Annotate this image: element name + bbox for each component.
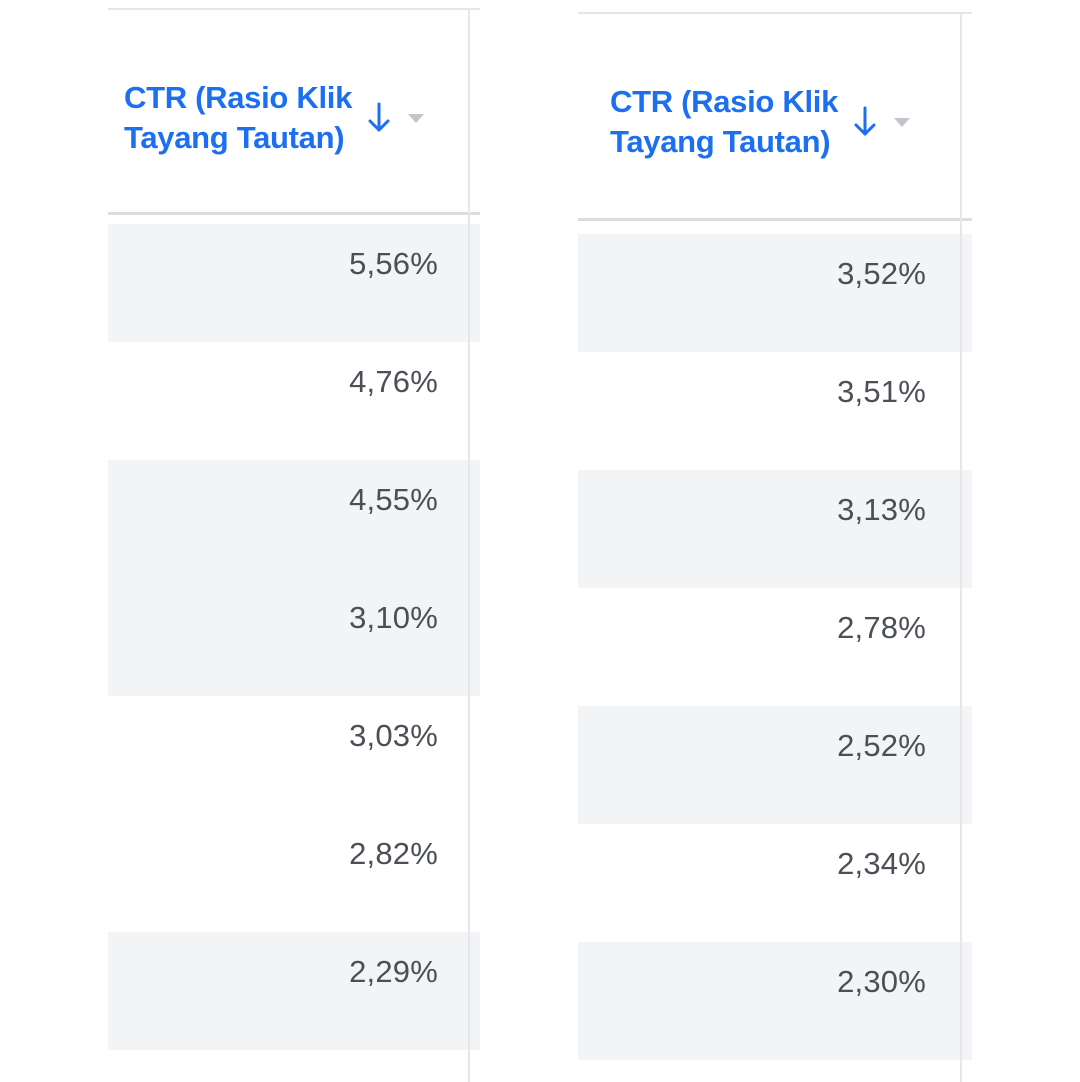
table-row: 4,55% <box>108 460 480 578</box>
table-row: 4,76% <box>108 342 480 460</box>
table-row: 3,10% <box>108 578 480 696</box>
ctr-value-cell: 2,30% <box>837 964 926 999</box>
ctr-value-cell: 3,03% <box>349 718 438 753</box>
table-row: 2,52% <box>578 706 972 824</box>
table-row: 2,29% <box>108 932 480 1050</box>
table-row: 3,13% <box>578 470 972 588</box>
caret-down-icon[interactable] <box>408 113 425 123</box>
column-divider <box>468 10 470 1082</box>
column-title-line-2: Tayang Tautan) <box>124 120 345 155</box>
table-row: 2,78% <box>578 588 972 706</box>
table-row: 5,56% <box>108 224 480 342</box>
ctr-value-cell: 4,76% <box>349 364 438 399</box>
ctr-value-cell: 3,52% <box>837 256 926 291</box>
ctr-value-cell: 4,55% <box>349 482 438 517</box>
arrow-down-icon[interactable] <box>852 105 878 139</box>
table-body: 5,56% 4,76% 4,55% 3,10% 3,03% 2,82% 2,29… <box>108 224 480 1050</box>
column-title-line-1: CTR (Rasio Klik <box>124 80 353 115</box>
ctr-value-cell: 3,51% <box>837 374 926 409</box>
ctr-value-cell: 2,29% <box>349 954 438 989</box>
ctr-table-left: CTR (Rasio Klik Tayang Tautan) 5,56% 4,7… <box>108 8 480 1082</box>
ctr-value-cell: 2,34% <box>837 846 926 881</box>
column-divider <box>960 14 962 1082</box>
column-title-line-1: CTR (Rasio Klik <box>610 84 839 119</box>
table-row: 2,34% <box>578 824 972 942</box>
column-title-line-2: Tayang Tautan) <box>610 124 831 159</box>
ctr-value-cell: 3,13% <box>837 492 926 527</box>
table-row: 3,03% <box>108 696 480 814</box>
table-row: 3,51% <box>578 352 972 470</box>
column-title[interactable]: CTR (Rasio Klik Tayang Tautan) <box>124 78 352 158</box>
table-row: 2,82% <box>108 814 480 932</box>
ctr-table-right: CTR (Rasio Klik Tayang Tautan) 3,52% 3,5… <box>578 12 972 1082</box>
caret-down-icon[interactable] <box>894 117 911 127</box>
ctr-value-cell: 5,56% <box>349 246 438 281</box>
column-header[interactable]: CTR (Rasio Klik Tayang Tautan) <box>578 14 972 221</box>
ctr-value-cell: 2,78% <box>837 610 926 645</box>
table-body: 3,52% 3,51% 3,13% 2,78% 2,52% 2,34% 2,30… <box>578 234 972 1060</box>
arrow-down-icon[interactable] <box>366 101 392 135</box>
ctr-value-cell: 2,82% <box>349 836 438 871</box>
ctr-value-cell: 3,10% <box>349 600 438 635</box>
ctr-value-cell: 2,52% <box>837 728 926 763</box>
table-row: 2,30% <box>578 942 972 1060</box>
table-row: 3,52% <box>578 234 972 352</box>
column-header[interactable]: CTR (Rasio Klik Tayang Tautan) <box>108 10 480 215</box>
column-title[interactable]: CTR (Rasio Klik Tayang Tautan) <box>610 82 838 162</box>
